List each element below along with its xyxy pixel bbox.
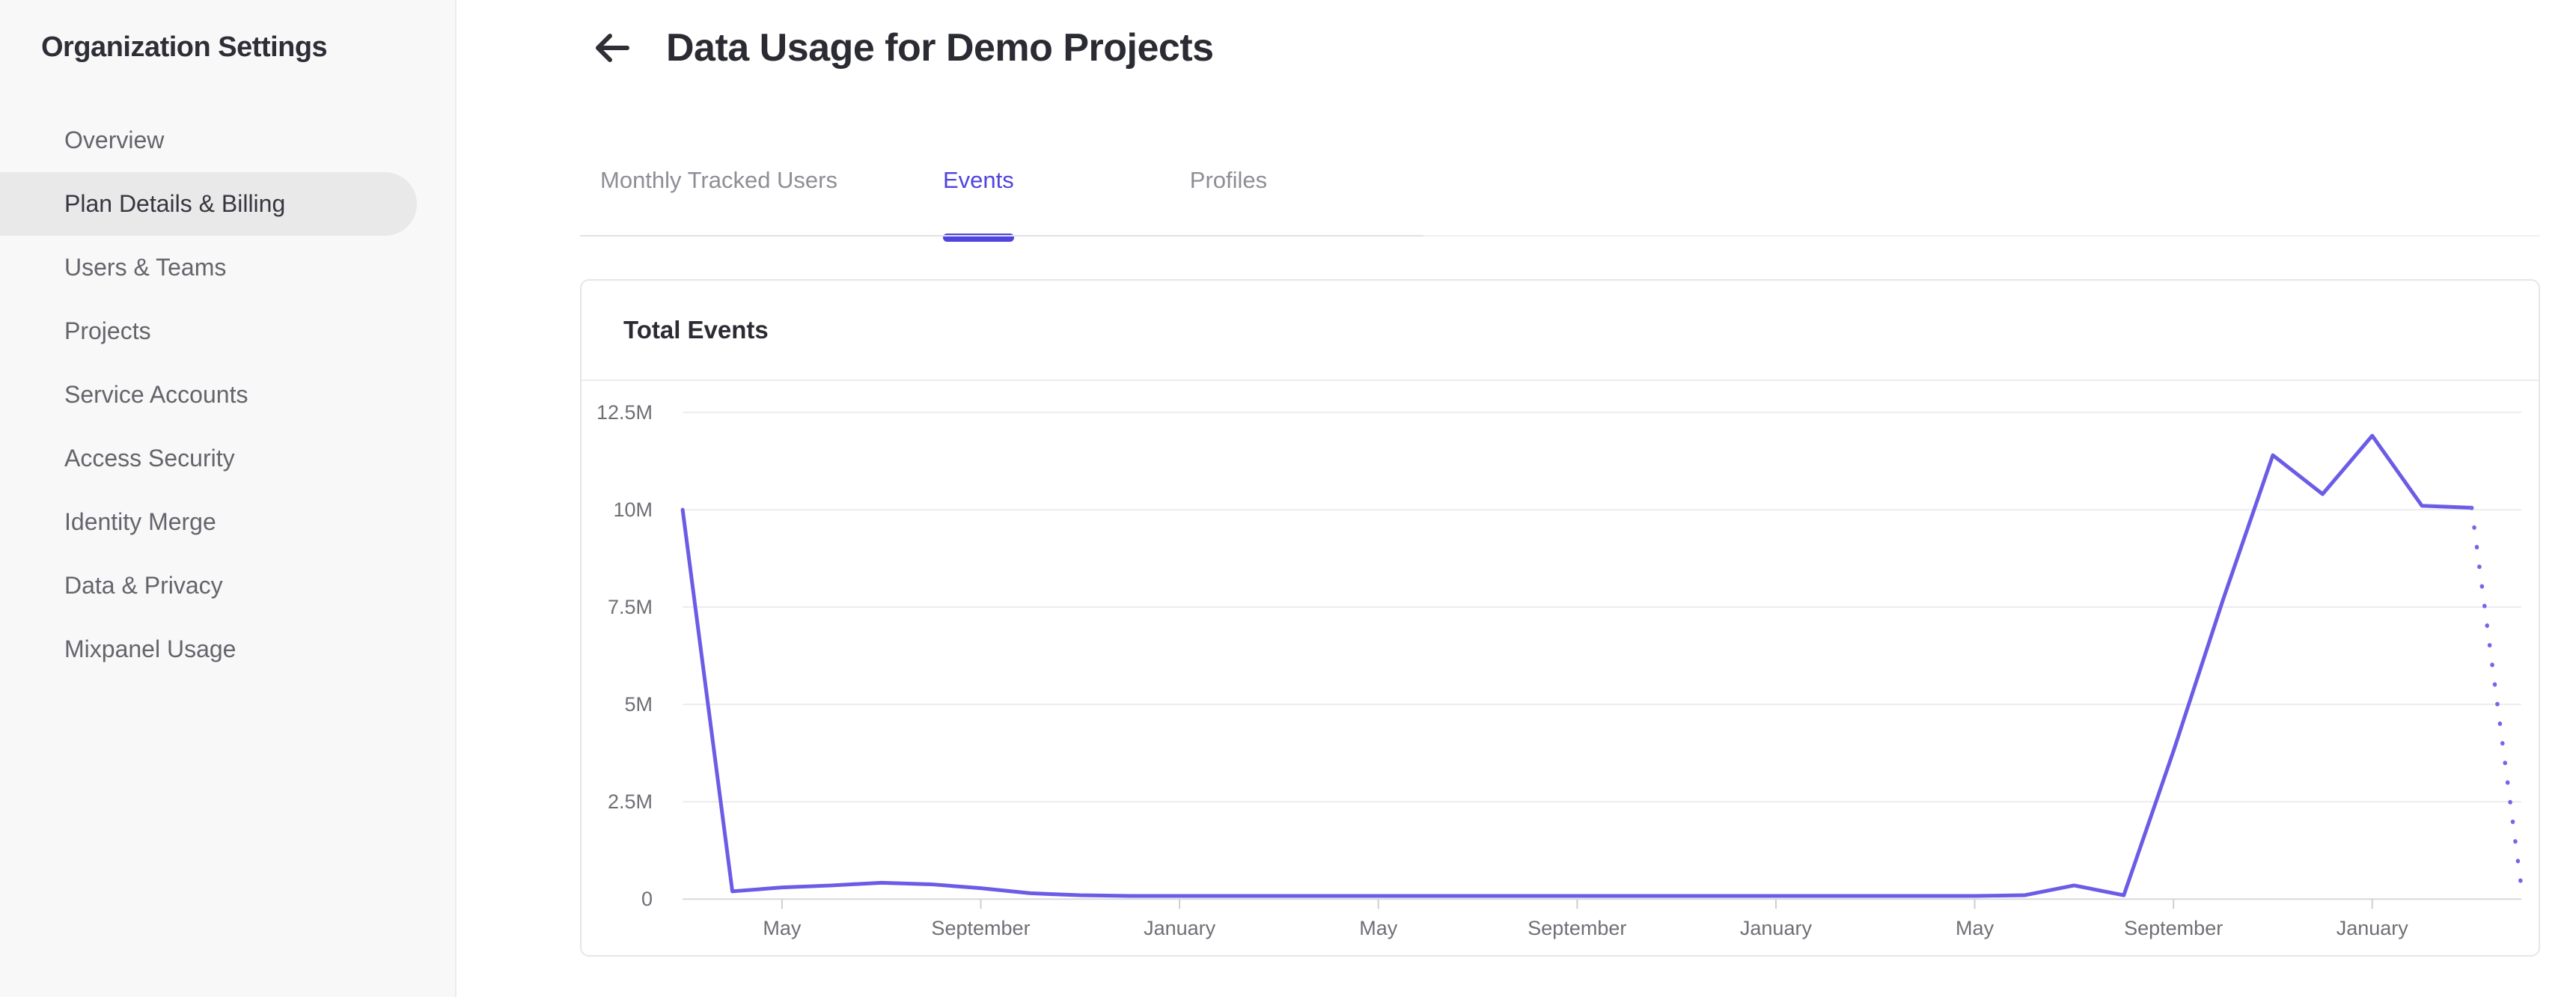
- page-header: Data Usage for Demo Projects: [458, 0, 2576, 70]
- events-series-line: [680, 433, 2474, 898]
- x-axis-label: September: [2124, 917, 2223, 939]
- left-arrow-icon: [593, 28, 632, 67]
- y-axis-label: 7.5M: [608, 596, 653, 618]
- y-axis-label: 10M: [614, 498, 653, 521]
- tab-profiles[interactable]: Profiles: [1190, 168, 1267, 235]
- total-events-chart: 12.5M 10M 7.5M 5M 2.5M 0 May September January Ma…: [582, 384, 2539, 955]
- main-content: Data Usage for Demo Projects Monthly Tra…: [458, 0, 2576, 957]
- sidebar-title: Organization Settings: [41, 31, 328, 63]
- tab-events[interactable]: Events: [943, 168, 1014, 242]
- y-axis-label: 0: [641, 888, 653, 910]
- tab-bar: Monthly Tracked Users Events Profiles: [580, 168, 2540, 242]
- x-axis-label: January: [1740, 917, 1813, 939]
- tab-bar-divider: [580, 235, 1423, 237]
- sidebar: Organization Settings Overview Plan Deta…: [0, 0, 457, 997]
- sidebar-item-data-privacy[interactable]: Data & Privacy: [64, 572, 223, 599]
- total-events-card: Total Events 12.5M 10M 7.5M 5M 2.5M 0 May Septe…: [580, 279, 2540, 957]
- x-axis-label: May: [1359, 917, 1398, 939]
- x-axis-label: May: [763, 917, 802, 939]
- x-axis-label: January: [2337, 917, 2409, 939]
- sidebar-item-overview[interactable]: Overview: [64, 126, 165, 153]
- x-axis-label: May: [1956, 917, 1994, 939]
- sidebar-item-projects[interactable]: Projects: [64, 317, 151, 344]
- page-title: Data Usage for Demo Projects: [666, 26, 1214, 70]
- sidebar-item-mixpanel-usage[interactable]: Mixpanel Usage: [64, 635, 236, 662]
- sidebar-item-plan-details-billing[interactable]: Plan Details & Billing: [0, 172, 417, 236]
- x-axis-label: September: [931, 917, 1030, 939]
- x-axis-label: September: [1527, 917, 1626, 939]
- x-axis-label: January: [1144, 917, 1216, 939]
- sidebar-item-identity-merge[interactable]: Identity Merge: [64, 508, 216, 535]
- card-title: Total Events: [623, 316, 769, 344]
- y-axis-label: 12.5M: [596, 401, 653, 424]
- back-button[interactable]: [591, 27, 633, 69]
- y-axis-label: 5M: [625, 693, 653, 716]
- card-header: Total Events: [582, 281, 2539, 381]
- sidebar-item-users-teams[interactable]: Users & Teams: [64, 254, 227, 281]
- sidebar-item-access-security[interactable]: Access Security: [64, 445, 235, 472]
- events-series-projection-dotted: [2469, 505, 2524, 890]
- sidebar-item-service-accounts[interactable]: Service Accounts: [64, 381, 248, 408]
- sidebar-nav: Overview Plan Details & Billing Users & …: [0, 109, 455, 681]
- tab-list: Monthly Tracked Users Events Profiles: [580, 168, 2540, 242]
- y-axis-label: 2.5M: [608, 790, 653, 813]
- line-chart-svg: 12.5M 10M 7.5M 5M 2.5M 0 May September January Ma…: [596, 401, 2524, 939]
- tab-monthly-tracked-users[interactable]: Monthly Tracked Users: [600, 168, 837, 235]
